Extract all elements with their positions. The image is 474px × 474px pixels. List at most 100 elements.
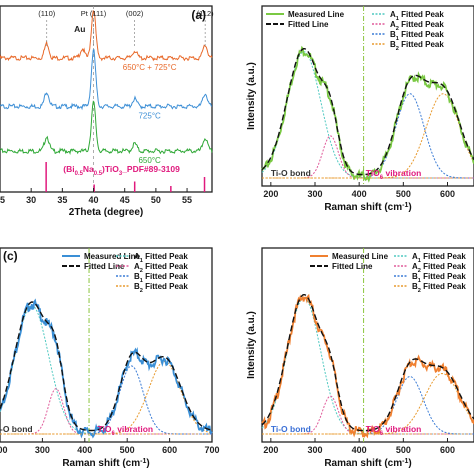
legend-peak-label: B2 Fitted Peak: [412, 282, 466, 294]
panel-frame: [261, 5, 474, 187]
legend-peak-label-part: 1: [140, 278, 143, 284]
legend-peak-label-part: A: [412, 262, 418, 271]
legend-peak-label: A2 Fitted Peak: [134, 262, 188, 274]
region-label-part: vibration: [383, 168, 421, 178]
fitted-peak-b1: [262, 93, 474, 179]
reference-label-part: (Bi: [63, 164, 74, 174]
x-axis-label: Raman shift (cm-1): [324, 202, 411, 214]
legend-peak-label-part: 1: [140, 258, 143, 264]
region-label: -O bond: [0, 424, 33, 434]
legend-peak-label-part: Fitted Peak: [399, 30, 444, 39]
region-label-part: Ti-O bond: [271, 168, 311, 178]
x-tick-label: 700: [204, 445, 219, 455]
x-tick-label: 200: [263, 445, 278, 455]
x-axis-label-part: ): [146, 458, 149, 469]
x-axis-label-part: Raman shift (cm: [62, 458, 140, 469]
legend-peak-label-part: B: [412, 272, 418, 281]
x-tick-label: 300: [307, 445, 322, 455]
xrd-series-label: 650°C: [138, 156, 161, 165]
x-axis-label-part: -1: [402, 202, 408, 209]
xrd-series-label: 725°C: [138, 111, 161, 120]
legend-peak-label-part: Fitted Peak: [143, 272, 188, 281]
legend-label: Measured Line: [332, 252, 389, 261]
legend-peak-label-part: 2: [140, 288, 143, 294]
x-tick-label: 400: [352, 445, 367, 455]
xrd-series-line: [0, 10, 213, 62]
legend-peak-label-part: Fitted Peak: [399, 20, 444, 29]
legend-label: Measured Line: [288, 10, 345, 19]
legend-peak-label-part: 1: [396, 16, 399, 22]
peak-label: (002): [126, 9, 144, 18]
fitted-peak-b2: [262, 93, 474, 179]
legend-peak-label-part: Fitted Peak: [143, 262, 188, 271]
legend-peak-label-part: 2: [396, 46, 399, 52]
measured-line: [0, 298, 213, 439]
legend-peak-label-part: Fitted Peak: [421, 272, 466, 281]
legend-peak-label: A1 Fitted Peak: [390, 10, 444, 22]
peak-label: (110): [38, 9, 55, 18]
legend-peak-label-part: 2: [418, 288, 421, 294]
region-label: TiO6 vibration: [366, 424, 422, 437]
legend-label: Fitted Line: [288, 20, 329, 29]
legend-peak-label-part: B: [134, 272, 140, 281]
legend-peak-label-part: B: [412, 282, 418, 291]
legend-peak-label-part: 2: [140, 268, 143, 274]
y-axis-label: Intensity (a.u.): [246, 311, 257, 379]
fitted-line: [261, 294, 474, 432]
x-tick-label: 200: [0, 445, 8, 455]
legend-label: Fitted Line: [84, 262, 125, 271]
legend-peak-label-part: 1: [418, 278, 421, 284]
legend-peak-label-part: A: [134, 252, 140, 261]
x-tick-label: 400: [352, 189, 367, 199]
reference-label-part: )TiO: [102, 164, 119, 174]
region-label-part: 6: [112, 431, 116, 437]
reference-label-part: _PDF#89-3109: [121, 164, 180, 174]
legend-peak-label: B1 Fitted Peak: [134, 272, 188, 284]
region-label: TiO6 vibration: [366, 168, 422, 181]
legend-peak-label: B1 Fitted Peak: [412, 272, 466, 284]
reference-label: (Bi0.5Na0.5)TiO3_PDF#89-3109: [63, 164, 180, 177]
x-tick-label: 200: [263, 189, 278, 199]
x-tick-label: 600: [440, 189, 455, 199]
legend-peak-label-part: 1: [418, 258, 421, 264]
peak-label: Pt (111): [81, 9, 107, 18]
legend-peak-label-part: Fitted Peak: [399, 10, 444, 19]
legend-label: Fitted Line: [332, 262, 373, 271]
x-tick-label: 30: [26, 195, 36, 205]
fitted-peak-a1: [0, 304, 212, 435]
xrd-series-line: [0, 100, 213, 156]
peak-label: (112): [197, 9, 214, 18]
au-annotation: Au: [74, 24, 85, 34]
region-label-part: TiO: [366, 424, 380, 434]
panel-frame: [261, 247, 474, 443]
region-label-part: TiO: [366, 168, 380, 178]
x-axis-label: Raman shift (cm-1): [62, 458, 149, 470]
x-axis-label-part: -1: [402, 458, 408, 465]
legend-peak-label-part: B: [390, 30, 396, 39]
region-label-part: Ti-O bond: [271, 424, 311, 434]
legend-peak-label-part: A: [390, 20, 396, 29]
legend-peak-label: B1 Fitted Peak: [390, 30, 444, 42]
x-tick-label: 500: [396, 445, 411, 455]
x-tick-label: 40: [89, 195, 99, 205]
y-axis-label: Intensity (a.u.): [246, 62, 257, 130]
xrd-series-line: [0, 49, 212, 111]
legend-peak-label: A1 Fitted Peak: [134, 252, 188, 264]
x-axis-label-part: Raman shift (cm: [324, 458, 402, 469]
region-label: Ti-O bond: [271, 424, 311, 434]
panel-frame: [0, 247, 213, 443]
x-axis-label-part: ): [408, 458, 411, 469]
x-tick-label: 600: [162, 445, 177, 455]
legend-peak-label-part: A: [134, 262, 140, 271]
region-label-part: TiO: [98, 424, 112, 434]
legend-peak-label-part: Fitted Peak: [421, 282, 466, 291]
x-tick-label: 35: [57, 195, 67, 205]
x-tick-label: 45: [120, 195, 130, 205]
legend-peak-label: A1 Fitted Peak: [412, 252, 466, 264]
panel-label: (a): [191, 8, 206, 22]
reference-label-part: 0.5: [94, 171, 103, 177]
legend-peak-label-part: Fitted Peak: [421, 262, 466, 271]
legend-peak-label: B2 Fitted Peak: [134, 282, 188, 294]
